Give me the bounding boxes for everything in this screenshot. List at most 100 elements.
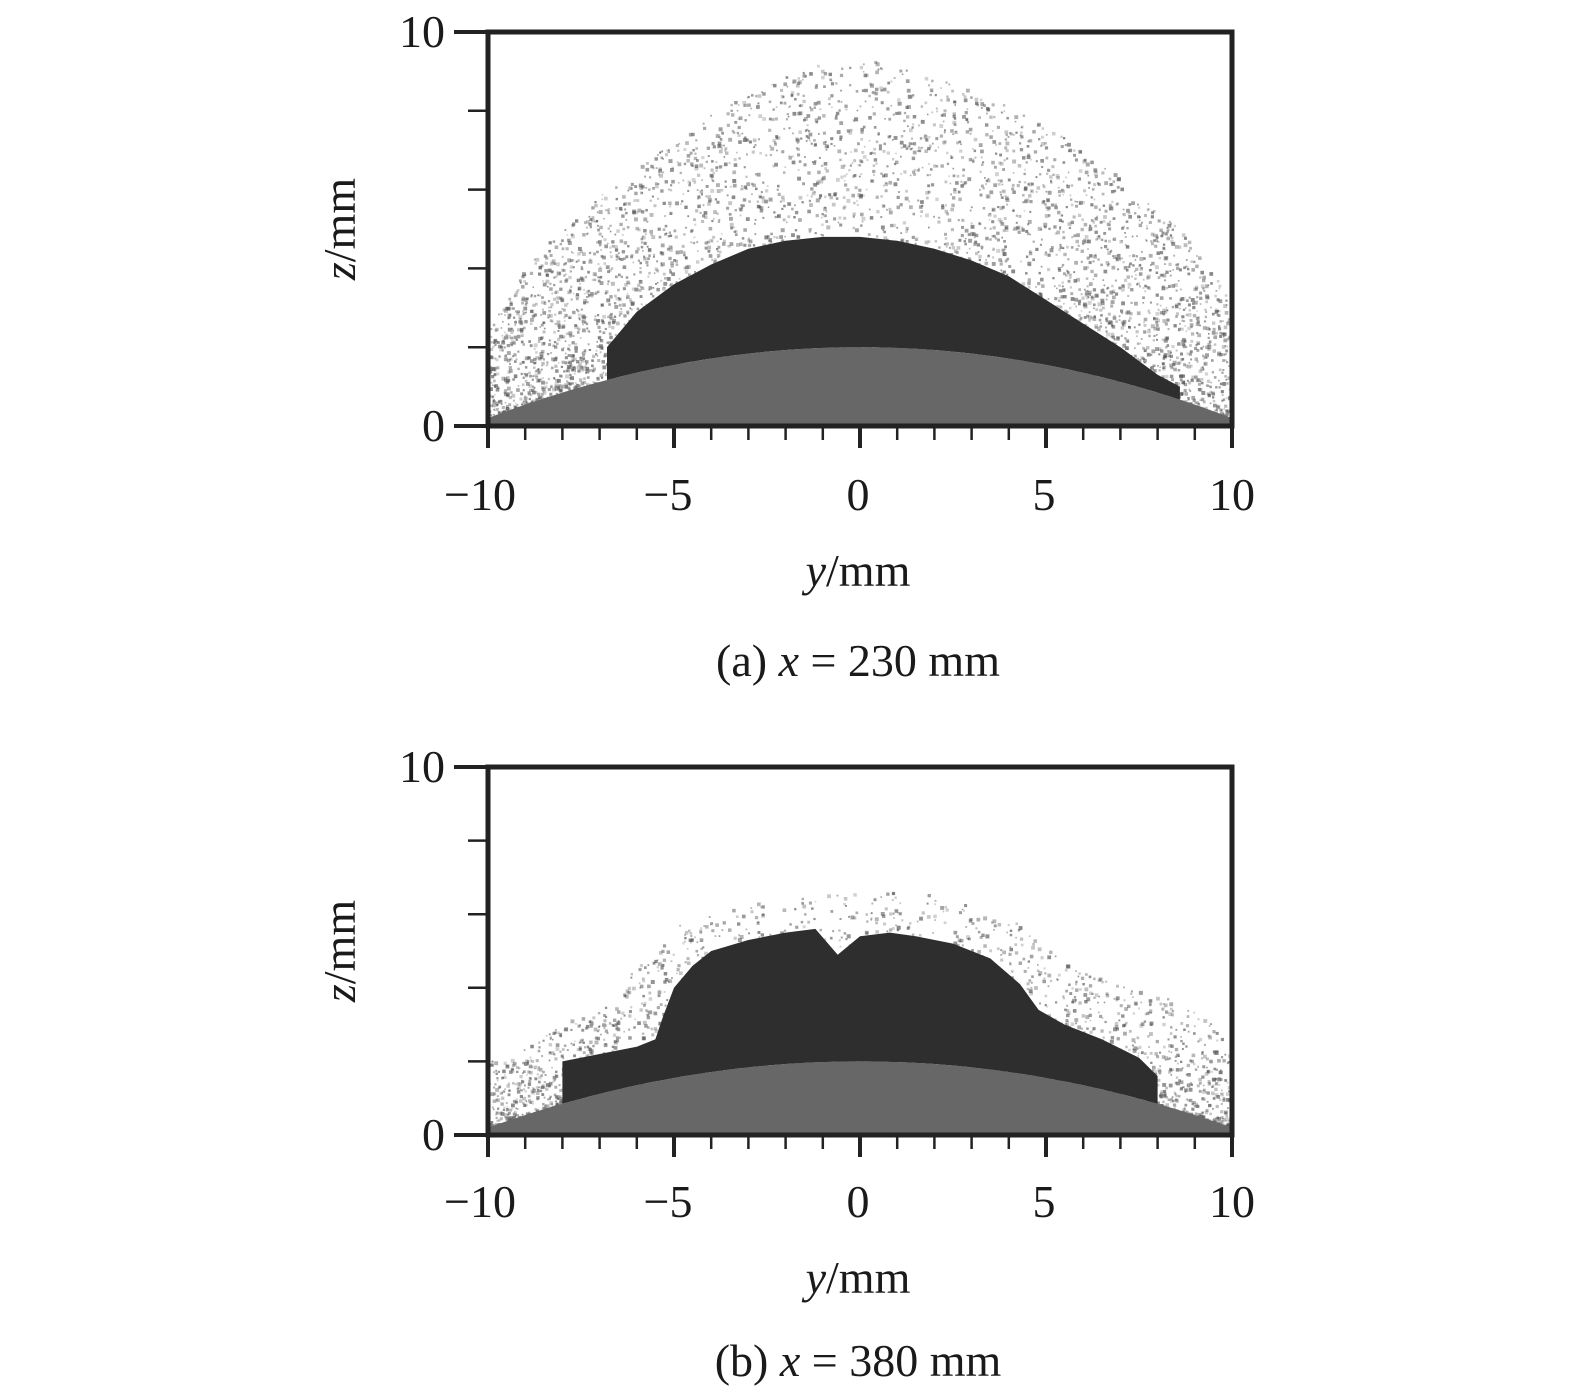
spray-particle: [1180, 327, 1184, 331]
spray-particle: [787, 215, 791, 219]
spray-particle: [1107, 312, 1111, 316]
spray-particle: [1023, 172, 1026, 176]
spray-particle: [488, 367, 493, 372]
spray-particle: [554, 245, 559, 250]
spray-particle: [1093, 171, 1098, 176]
spray-particle: [882, 229, 884, 231]
spray-particle: [877, 133, 880, 136]
spray-particle: [631, 301, 635, 306]
spray-particle: [1136, 311, 1141, 316]
spray-particle: [1138, 223, 1143, 228]
spray-particle: [1200, 347, 1203, 350]
spray-particle: [1207, 385, 1210, 387]
spray-particle: [583, 301, 587, 305]
spray-particle: [533, 386, 536, 389]
spray-particle: [875, 162, 878, 165]
panel-a: 10 0 −10 −5 0 5 10 y/mm z/mm (a) x = 230…: [314, 6, 1255, 686]
spray-particle: [711, 258, 713, 261]
spray-particle: [1004, 226, 1008, 230]
spray-particle: [1081, 240, 1086, 244]
spray-particle: [1090, 219, 1094, 222]
spray-particle: [622, 265, 627, 269]
spray-particle: [1105, 318, 1108, 321]
spray-particle: [654, 182, 658, 186]
spray-particle: [560, 297, 565, 302]
spray-particle: [1022, 194, 1025, 197]
spray-particle: [966, 121, 970, 124]
spray-particle: [596, 341, 598, 343]
spray-particle: [752, 138, 757, 143]
spray-particle: [997, 179, 1000, 182]
spray-particle: [1200, 270, 1204, 275]
spray-particle: [1099, 220, 1103, 224]
spray-particle: [697, 250, 699, 252]
spray-particle: [1118, 286, 1122, 290]
spray-particle: [775, 136, 779, 140]
spray-particle: [794, 229, 798, 232]
spray-particle: [821, 234, 824, 237]
spray-particle: [639, 186, 644, 190]
spray-particle: [970, 224, 975, 229]
spray-particle: [1126, 330, 1128, 333]
spray-particle: [1151, 211, 1154, 215]
spray-particle: [610, 267, 614, 270]
spray-particle: [660, 262, 662, 265]
spray-particle: [507, 323, 510, 326]
spray-particle: [1062, 247, 1064, 249]
spray-particle: [804, 129, 808, 132]
spray-particle: [605, 292, 608, 295]
spray-particle: [1162, 357, 1166, 360]
spray-particle: [532, 399, 536, 404]
spray-particle: [839, 135, 843, 139]
spray-particle: [1059, 226, 1062, 229]
spray-particle: [798, 80, 802, 85]
spray-particle: [559, 242, 563, 246]
spray-particle: [601, 235, 604, 238]
spray-particle: [691, 132, 695, 137]
spray-particle: [625, 255, 628, 259]
spray-particle: [897, 111, 902, 115]
spray-particle: [788, 127, 791, 130]
spray-particle: [571, 358, 575, 362]
spray-particle: [490, 335, 493, 338]
spray-particle: [976, 243, 981, 247]
spray-particle: [1212, 396, 1215, 399]
spray-particle: [819, 194, 822, 198]
spray-particle: [664, 180, 668, 184]
spray-particle: [519, 281, 522, 284]
spray-particle: [1195, 264, 1199, 269]
spray-particle: [1121, 227, 1124, 230]
spray-particle: [1180, 340, 1183, 342]
spray-particle: [733, 230, 736, 233]
spray-particle: [625, 296, 629, 300]
spray-particle: [1196, 348, 1200, 352]
spray-particle: [550, 384, 553, 388]
spray-particle: [596, 291, 599, 293]
spray-particle: [574, 325, 579, 329]
spray-particle: [509, 363, 511, 366]
spray-particle: [989, 115, 993, 119]
spray-particle: [611, 326, 615, 330]
spray-particle: [737, 104, 740, 106]
spray-particle: [534, 326, 538, 331]
spray-particle: [1078, 314, 1081, 317]
spray-particle: [1032, 258, 1035, 262]
spray-particle: [825, 148, 828, 151]
spray-particle: [600, 319, 604, 322]
spray-particle: [601, 321, 605, 325]
spray-particle: [913, 172, 917, 176]
spray-particle: [1117, 177, 1121, 182]
spray-particle: [501, 334, 504, 337]
spray-particle: [1166, 236, 1170, 241]
spray-particle: [1136, 235, 1138, 237]
spray-particle: [903, 170, 907, 174]
spray-particle: [1206, 384, 1209, 387]
spray-particle: [680, 203, 682, 205]
spray-particle: [1077, 244, 1080, 247]
spray-particle: [645, 303, 647, 306]
spray-particle: [1062, 236, 1066, 240]
spray-particle: [940, 99, 943, 102]
spray-particle: [1198, 388, 1203, 392]
spray-particle: [860, 173, 863, 176]
spray-particle: [583, 359, 587, 363]
